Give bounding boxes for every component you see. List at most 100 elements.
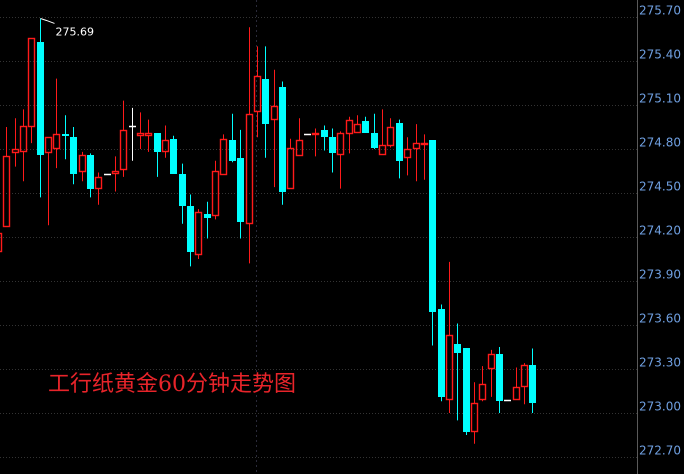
- candle: [62, 115, 69, 160]
- candle: [445, 261, 454, 413]
- candle: [470, 382, 479, 444]
- candle: [311, 128, 320, 157]
- candle-body: [336, 132, 345, 156]
- candles: [0, 18, 536, 444]
- candle-body: [470, 402, 479, 433]
- candle-body: [286, 147, 295, 190]
- candle-body: [204, 214, 211, 218]
- candle-body: [154, 133, 161, 152]
- candle: [396, 119, 403, 179]
- candle: [219, 134, 228, 176]
- y-tick-label: 273.60: [639, 312, 681, 326]
- candle: [211, 160, 220, 220]
- candle: [170, 135, 177, 174]
- y-tick-label: 275.40: [639, 48, 681, 62]
- candle-body: [396, 123, 403, 161]
- candle: [496, 347, 503, 413]
- candle: [94, 172, 103, 205]
- candle-body: [520, 364, 529, 388]
- candle: [329, 128, 336, 173]
- candle-body: [253, 75, 262, 113]
- candle: [111, 156, 120, 192]
- candle-body: [179, 174, 186, 206]
- candle: [279, 81, 286, 205]
- candle-body: [371, 133, 378, 148]
- candle-body: [2, 155, 11, 228]
- candle: [245, 27, 254, 264]
- candle: [87, 153, 94, 198]
- high-annotation: 275.69: [40, 17, 95, 38]
- candle-body: [412, 142, 421, 150]
- candle-body: [94, 176, 103, 190]
- candle-body: [445, 334, 454, 401]
- candle: [336, 131, 345, 189]
- candle-body: [362, 121, 369, 133]
- candle-body: [44, 136, 53, 154]
- candle: [229, 113, 236, 163]
- candle-body: [353, 123, 362, 134]
- candle: [262, 46, 269, 158]
- candle-body: [78, 154, 87, 173]
- candle: [129, 107, 136, 161]
- candle: [420, 134, 429, 180]
- candle: [371, 113, 378, 149]
- candle-body: [262, 79, 269, 124]
- candle-body: [496, 354, 503, 401]
- candle-body: [529, 365, 536, 403]
- candle: [144, 119, 153, 152]
- candle-body: [386, 126, 395, 147]
- candle-body: [429, 140, 436, 312]
- candle-body: [463, 348, 470, 432]
- candle: [154, 133, 161, 177]
- candle: [295, 118, 304, 157]
- candle-body: [438, 309, 445, 397]
- candle-body: [311, 132, 320, 136]
- candle-body: [194, 211, 203, 256]
- candle: [478, 366, 487, 402]
- candle: [52, 78, 61, 169]
- candle: [187, 194, 194, 267]
- candle: [321, 125, 328, 151]
- y-tick-label: 274.50: [639, 180, 681, 194]
- candle-body: [119, 129, 128, 171]
- candle-body: [136, 132, 145, 137]
- candle: [237, 129, 244, 239]
- candle-body: [420, 142, 429, 146]
- candle: [378, 109, 387, 156]
- candle: [270, 69, 279, 188]
- candle-body: [403, 148, 412, 159]
- candle-body: [454, 344, 461, 353]
- candle-body: [37, 42, 44, 155]
- candle-body: [229, 140, 236, 161]
- candle: [286, 138, 295, 190]
- candle-body: [211, 170, 220, 217]
- candle-body: [87, 155, 94, 189]
- high-annotation-label: 275.69: [56, 25, 95, 38]
- candle-body: [321, 130, 328, 137]
- candle: [512, 367, 521, 401]
- candle: [37, 18, 44, 198]
- candle: [345, 116, 354, 154]
- candle-body: [27, 37, 36, 128]
- candle-body: [62, 134, 69, 136]
- candle: [353, 115, 362, 134]
- candle: [429, 140, 436, 346]
- candle: [487, 349, 496, 397]
- candle: [412, 124, 421, 182]
- candle: [362, 116, 369, 133]
- candle: [194, 209, 203, 259]
- candle: [204, 201, 211, 239]
- y-tick-label: 274.20: [639, 224, 681, 238]
- candle-body: [378, 144, 387, 156]
- candle: [403, 137, 412, 176]
- candle: [438, 304, 445, 402]
- candle-body: [487, 353, 496, 370]
- candle: [463, 348, 470, 435]
- candle: [78, 151, 87, 182]
- candle: [44, 136, 53, 226]
- candle-body: [70, 137, 77, 174]
- candle-body: [170, 139, 177, 174]
- candle: [253, 46, 262, 138]
- candle-body: [219, 138, 228, 176]
